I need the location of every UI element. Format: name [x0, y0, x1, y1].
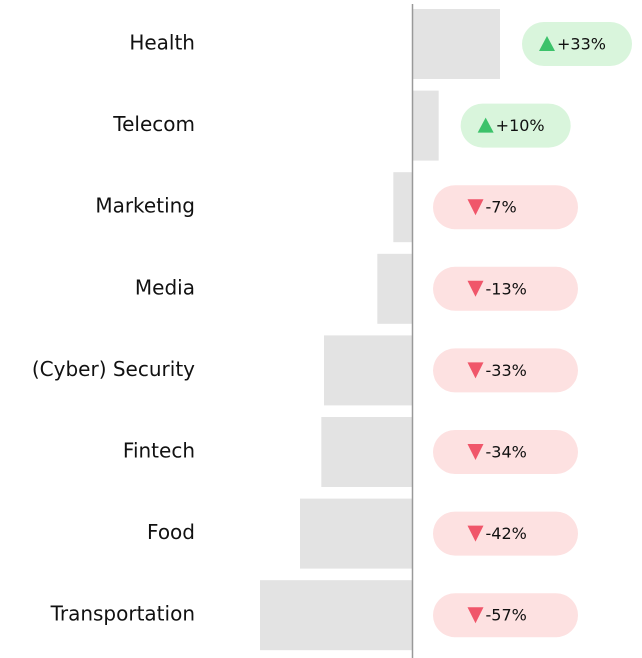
bar [324, 335, 412, 406]
bar [412, 90, 439, 161]
down-arrow [467, 362, 484, 379]
bar [260, 580, 412, 651]
category-label: (Cyber) Security [32, 357, 195, 381]
category-label: Media [135, 275, 195, 299]
bar [321, 417, 412, 487]
value-label: +10% [496, 116, 545, 135]
value-label: -34% [486, 443, 527, 462]
up-arrow [477, 117, 494, 133]
up-arrow [539, 36, 555, 51]
down-arrow [467, 444, 484, 460]
down-arrow [467, 280, 484, 297]
change-pill [433, 511, 578, 556]
change-pill [433, 593, 578, 638]
change-pill [433, 185, 578, 230]
category-label: Food [147, 520, 195, 544]
down-arrow [467, 199, 484, 216]
change-pill [433, 430, 578, 474]
value-label: -13% [486, 279, 527, 298]
bar [393, 172, 412, 243]
value-label: -33% [486, 361, 527, 380]
value-label: -7% [486, 198, 517, 217]
down-arrow [467, 607, 484, 624]
change-pill [433, 266, 578, 311]
change-pill [433, 348, 578, 393]
bar [377, 253, 412, 324]
bar [412, 9, 500, 79]
category-label: Fintech [123, 439, 195, 463]
down-arrow [467, 525, 484, 542]
category-label: Transportation [50, 602, 195, 626]
value-label: -42% [486, 524, 527, 543]
value-label: -57% [486, 606, 527, 625]
category-label: Health [129, 31, 195, 55]
change-pill [460, 103, 571, 148]
bar [300, 498, 412, 569]
category-label: Marketing [95, 194, 195, 218]
value-label: +33% [557, 35, 606, 54]
category-label: Telecom [112, 112, 195, 136]
change-pill [522, 22, 632, 66]
